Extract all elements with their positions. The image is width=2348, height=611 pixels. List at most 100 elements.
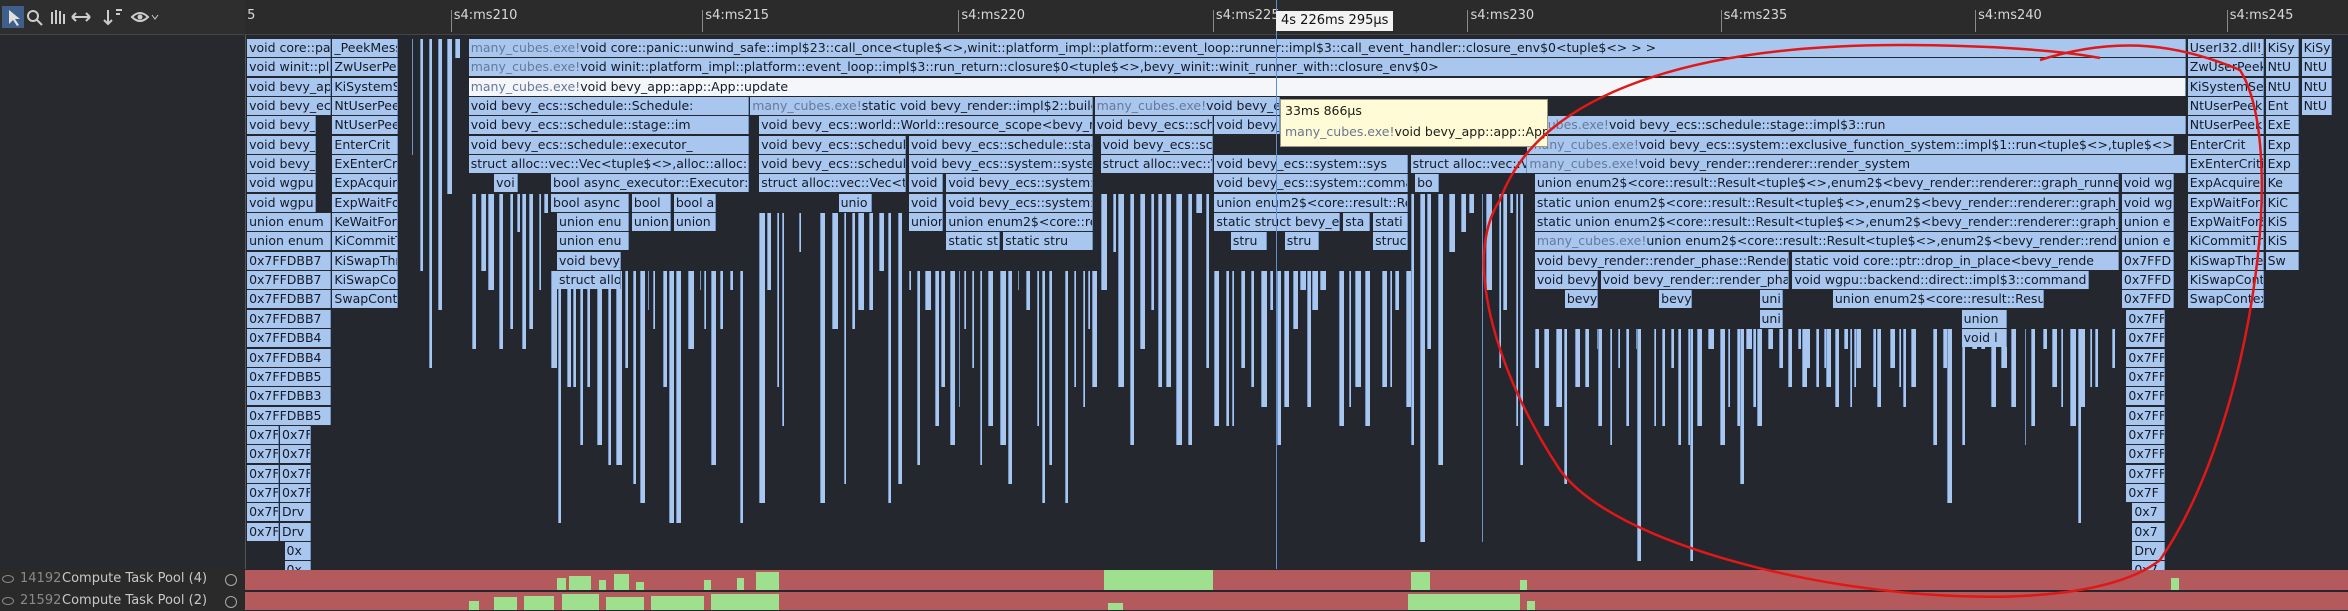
flame-block[interactable]: void bevy_app <box>247 77 331 96</box>
flame-block[interactable]: ExEnterCriticalR <box>2187 155 2265 174</box>
flame-block[interactable]: 0x7FFDBB5 <box>247 367 331 386</box>
flame-block[interactable]: struct alloc::vec::Vec <box>1410 155 1528 174</box>
flame-block[interactable]: bevy <box>1564 290 1598 309</box>
flame-block[interactable]: static stru <box>1003 232 1094 251</box>
flame-block[interactable]: void bevy_ <box>557 251 622 270</box>
flame-block[interactable]: void bevy_ecs::schedule::e <box>759 155 906 174</box>
flame-block[interactable]: KiSystemService <box>2187 77 2265 96</box>
flame-block[interactable]: bool async <box>551 193 629 212</box>
flame-block[interactable]: 0x7F <box>280 483 312 502</box>
flame-block[interactable]: union <box>631 213 671 232</box>
expand-button[interactable] <box>225 596 237 608</box>
flame-block[interactable]: NtU <box>2265 77 2299 96</box>
expand-button[interactable] <box>225 574 237 586</box>
flame-block[interactable]: struct alloc::vec::Vec<tuple$<>,alloc::a… <box>468 155 749 174</box>
view-tool[interactable] <box>130 12 150 22</box>
flame-block[interactable]: union enu <box>557 232 629 251</box>
flame-block[interactable]: ExEnterCriti <box>332 155 399 174</box>
flame-block[interactable]: many_cubes.exe!void core::panic::unwind_… <box>468 38 2187 57</box>
flame-block[interactable]: stru <box>1230 232 1267 251</box>
flame-block[interactable]: 0x7FF <box>2126 425 2166 444</box>
flame-block[interactable]: void bevy_ecs::schedule::stage::im <box>468 116 749 135</box>
flame-block[interactable]: 0x7FFD <box>2121 290 2175 309</box>
flame-block[interactable]: void bevy <box>1534 271 1598 290</box>
flame-block[interactable]: void bevy_ecs::system::c <box>946 193 1094 212</box>
flame-block[interactable]: KiS <box>2265 232 2299 251</box>
flame-block[interactable]: void winit::plat <box>247 58 331 77</box>
flame-block[interactable]: many_cubes.exe!void bevy_ecs::sc <box>1094 96 1281 115</box>
flame-block[interactable]: KiS <box>2265 213 2299 232</box>
flame-block[interactable]: struct alloc::vec::Vec <box>1100 155 1213 174</box>
flame-block[interactable]: 0x7F <box>280 445 312 464</box>
flame-block[interactable]: EnterCrit <box>332 135 399 154</box>
flame-block[interactable]: many_cubes.exe!union enum2$<core::result… <box>1534 232 2119 251</box>
flame-block[interactable]: Drv <box>280 522 312 541</box>
flame-block[interactable]: 0x7FFDBB3 <box>247 387 331 406</box>
flame-block[interactable]: union enum2$<core::res <box>946 213 1094 232</box>
flame-block[interactable]: void l <box>1961 329 2007 348</box>
flame-block[interactable]: Ent <box>2265 96 2299 115</box>
flame-block[interactable]: voi <box>494 174 519 193</box>
flame-block[interactable]: 0x7F <box>247 483 279 502</box>
flame-block[interactable]: void wgpu::backend::direct::impl$3::comm… <box>1792 271 2089 290</box>
flame-block[interactable]: union enum2$<core::result::Result<tuple$… <box>1534 174 2119 193</box>
flame-block[interactable]: static st <box>946 232 1001 251</box>
flame-block[interactable]: union e <box>2121 213 2175 232</box>
flame-block[interactable]: 0x <box>284 541 312 560</box>
flame-block[interactable]: KiCommitThrea <box>2187 232 2265 251</box>
flame-block[interactable]: KiSy <box>2265 38 2299 57</box>
flame-block[interactable]: KeWaitForS <box>332 213 399 232</box>
flame-block[interactable]: static union enum2$<core::result::Result… <box>1534 213 2119 232</box>
flame-block[interactable]: 0x7 <box>2132 503 2166 522</box>
flame-block[interactable]: bevy <box>1659 290 1693 309</box>
flame-block[interactable]: struc <box>1373 232 1408 251</box>
flame-block[interactable]: void bevy_ecs::system::sys <box>1214 155 1408 174</box>
flame-block[interactable]: void bevy_ecs::schedule::stage::Sy <box>1094 116 1213 135</box>
flame-block[interactable]: 0x7F <box>247 464 279 483</box>
flame-block[interactable]: uni <box>1759 290 1784 309</box>
flame-block[interactable]: unio <box>838 193 872 212</box>
flame-block[interactable]: KiSwapCon <box>332 271 399 290</box>
flame-block[interactable]: 0x7 <box>2132 522 2166 541</box>
zoom-tool[interactable] <box>27 10 39 22</box>
flame-block[interactable]: 0x7FFDBB7 <box>247 271 331 290</box>
flame-block[interactable]: 0x7FF <box>2126 329 2166 348</box>
flame-block[interactable]: union enum <box>247 232 331 251</box>
flame-block[interactable]: KiSy <box>2301 38 2332 57</box>
flame-block[interactable]: Exp <box>2265 135 2299 154</box>
flame-block[interactable]: uni <box>1759 309 1784 328</box>
flame-block[interactable]: void core::pani <box>247 38 331 57</box>
flame-block[interactable]: union enum <box>247 213 331 232</box>
flame-block[interactable]: Drv <box>2132 541 2166 560</box>
flame-block[interactable]: ZwUserPeekMes <box>2187 58 2265 77</box>
flame-block[interactable]: 0x7FF <box>2126 464 2166 483</box>
flame-block[interactable]: 0x7FFD <box>2121 251 2175 270</box>
flame-block[interactable]: 0x7FF <box>2126 406 2166 425</box>
flame-block[interactable]: SwapContext <box>2187 290 2265 309</box>
flame-block[interactable]: NtU <box>2301 58 2332 77</box>
flame-block[interactable]: 0x7FF <box>2126 387 2166 406</box>
flame-block[interactable]: void bevy_ecs::schedule::executor_ <box>468 135 749 154</box>
flame-block[interactable]: Exp <box>2265 155 2299 174</box>
flame-block[interactable]: Drv <box>280 503 312 522</box>
flame-block[interactable]: many_cubes.exe!void winit::platform_impl… <box>468 58 2187 77</box>
flame-block[interactable]: void bevy_ecs::sche <box>1214 116 1281 135</box>
flame-block[interactable]: Ke <box>2265 174 2299 193</box>
flame-block[interactable]: ExpWaitFo <box>332 193 399 212</box>
flame-block[interactable]: KiSwapThread <box>2187 251 2265 270</box>
flame-block[interactable]: void bevy_render::render_phase::RenderPh… <box>1534 251 1790 270</box>
flame-block[interactable]: 0x7F <box>247 445 279 464</box>
flame-block[interactable]: 0x7FF <box>2126 348 2166 367</box>
visibility-icon[interactable] <box>2 575 14 583</box>
flame-block[interactable]: NtU <box>2265 58 2299 77</box>
flame-block[interactable]: static void core::ptr::drop_in_place<bev… <box>1792 251 2119 270</box>
flame-block[interactable]: bool <box>631 193 671 212</box>
flame-block[interactable]: ExpAcquireReso <box>2187 174 2265 193</box>
flame-block[interactable]: 0x7FF <box>2126 367 2166 386</box>
flame-block[interactable]: void bevy_ecs: <box>247 96 331 115</box>
flame-block[interactable]: sta <box>1343 213 1371 232</box>
flame-block[interactable]: KiSwapContext <box>2187 271 2265 290</box>
flame-block[interactable]: void bevy_ecs::system::system_pa <box>908 155 1094 174</box>
flame-block[interactable]: 0x7FFDBB7 <box>247 251 331 270</box>
flame-block[interactable]: NtUserPeekMes <box>2187 96 2265 115</box>
